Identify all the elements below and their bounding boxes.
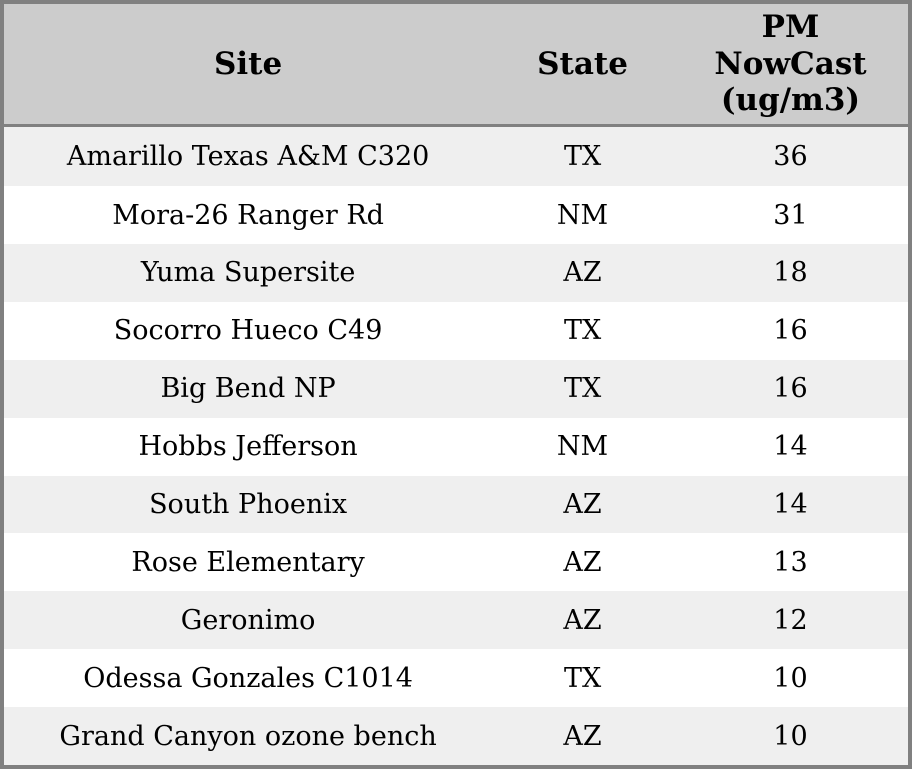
table-body: Amarillo Texas A&M C320 TX 36 Mora-26 Ra… (4, 125, 908, 765)
pm-nowcast-value-cell: 18 (672, 244, 908, 302)
pm-nowcast-value-cell: 14 (672, 475, 908, 534)
table-row: Geronimo AZ 12 (4, 591, 908, 650)
pm-nowcast-value-cell: 14 (672, 417, 908, 476)
site-cell: Yuma Supersite (4, 244, 493, 302)
site-cell: Amarillo Texas A&M C320 (4, 125, 493, 187)
table-row: Mora-26 Ranger Rd NM 31 (4, 186, 908, 245)
pm-nowcast-value-cell: 10 (672, 707, 908, 765)
pm-nowcast-table: Site State PM NowCast (ug/m3) Amarillo T… (4, 4, 908, 765)
table-row: Amarillo Texas A&M C320 TX 36 (4, 125, 908, 187)
pm-nowcast-value-cell: 36 (672, 125, 908, 187)
pm-nowcast-value-cell: 10 (672, 649, 908, 708)
state-cell: AZ (492, 707, 673, 765)
pm-nowcast-value-cell: 16 (672, 359, 908, 418)
state-cell: TX (492, 125, 673, 187)
table-row: Big Bend NP TX 16 (4, 359, 908, 418)
table-row: Yuma Supersite AZ 18 (4, 244, 908, 302)
state-cell: AZ (492, 244, 673, 302)
col-header-site: Site (4, 4, 493, 127)
pm-nowcast-value-cell: 13 (672, 533, 908, 592)
table-row: Hobbs Jefferson NM 14 (4, 417, 908, 476)
pm-nowcast-value-cell: 16 (672, 301, 908, 360)
state-cell: AZ (492, 475, 673, 534)
pm-nowcast-value-cell: 12 (672, 591, 908, 650)
site-cell: Big Bend NP (4, 359, 493, 418)
table-row: Rose Elementary AZ 13 (4, 533, 908, 592)
table-row: Grand Canyon ozone bench AZ 10 (4, 707, 908, 765)
site-cell: Odessa Gonzales C1014 (4, 649, 493, 708)
table-header: Site State PM NowCast (ug/m3) (4, 4, 908, 127)
state-cell: AZ (492, 533, 673, 592)
state-cell: NM (492, 417, 673, 476)
site-cell: Socorro Hueco C49 (4, 301, 493, 360)
state-cell: AZ (492, 591, 673, 650)
table-row: Socorro Hueco C49 TX 16 (4, 301, 908, 360)
site-cell: Mora-26 Ranger Rd (4, 186, 493, 245)
state-cell: TX (492, 649, 673, 708)
site-cell: Geronimo (4, 591, 493, 650)
col-header-state: State (492, 4, 673, 127)
state-cell: TX (492, 301, 673, 360)
pm-nowcast-value-cell: 31 (672, 186, 908, 245)
site-cell: Grand Canyon ozone bench (4, 707, 493, 765)
state-cell: NM (492, 186, 673, 245)
site-cell: Rose Elementary (4, 533, 493, 592)
table-row: Odessa Gonzales C1014 TX 10 (4, 649, 908, 708)
site-cell: Hobbs Jefferson (4, 417, 493, 476)
header-row: Site State PM NowCast (ug/m3) (4, 4, 908, 127)
table-row: South Phoenix AZ 14 (4, 475, 908, 534)
col-header-pm-nowcast: PM NowCast (ug/m3) (672, 4, 908, 127)
site-cell: South Phoenix (4, 475, 493, 534)
state-cell: TX (492, 359, 673, 418)
